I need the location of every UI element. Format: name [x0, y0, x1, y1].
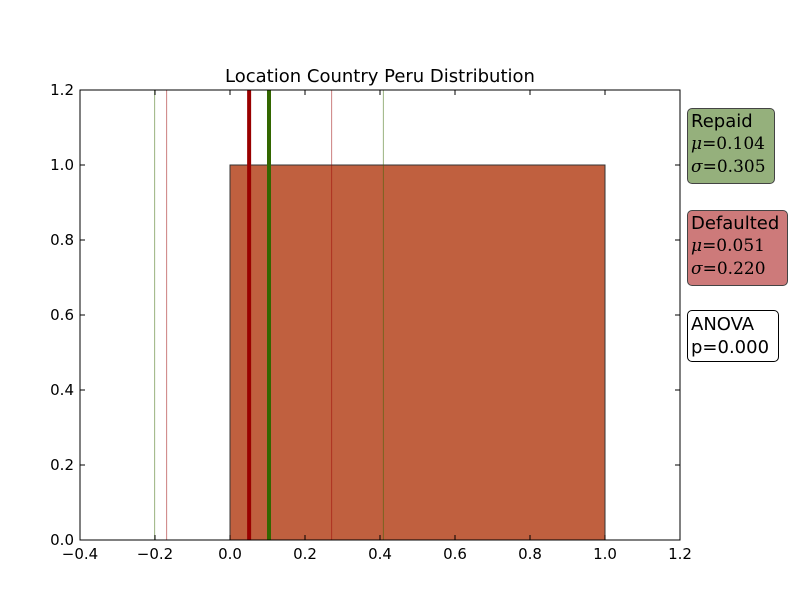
y-tick-label: 1.0 [50, 156, 74, 174]
y-tick-label: 0.6 [50, 306, 74, 324]
anova-label: ANOVA [691, 314, 755, 335]
y-tick-label: 0.2 [50, 456, 74, 474]
x-tick-label: 0.6 [443, 545, 467, 563]
x-tick-label: 0.4 [368, 545, 392, 563]
x-tick-label: 0.8 [518, 545, 542, 563]
defaulted-stats-box: Defaulted μ=0.051 σ=0.220 [687, 210, 788, 286]
x-tick-label: −0.2 [137, 545, 173, 563]
y-tick-label: 0.0 [50, 531, 74, 549]
x-tick-label: 0.0 [218, 545, 242, 563]
x-tick-label: 0.2 [293, 545, 317, 563]
y-tick-label: 0.4 [50, 381, 74, 399]
defaulted-std: σ=0.220 [691, 259, 766, 279]
x-tick-label: 1.2 [668, 545, 692, 563]
defaulted-label: Defaulted [691, 213, 780, 234]
anova-box: ANOVA p=0.000 [687, 310, 779, 362]
repaid-mean: μ=0.104 [691, 134, 765, 154]
y-tick-label: 0.8 [50, 231, 74, 249]
chart-title: Location Country Peru Distribution [225, 66, 535, 87]
histogram-bar-0 [229, 164, 606, 541]
defaulted-mean: μ=0.051 [691, 236, 765, 256]
anova-p-value: p=0.000 [691, 337, 770, 358]
x-tick-label: −0.4 [62, 545, 98, 563]
repaid-stats-box: Repaid μ=0.104 σ=0.305 [687, 108, 775, 184]
repaid-std: σ=0.305 [691, 157, 766, 177]
y-tick-label: 1.2 [50, 81, 74, 99]
x-tick-label: 1.0 [593, 545, 617, 563]
repaid-label: Repaid [691, 111, 753, 132]
